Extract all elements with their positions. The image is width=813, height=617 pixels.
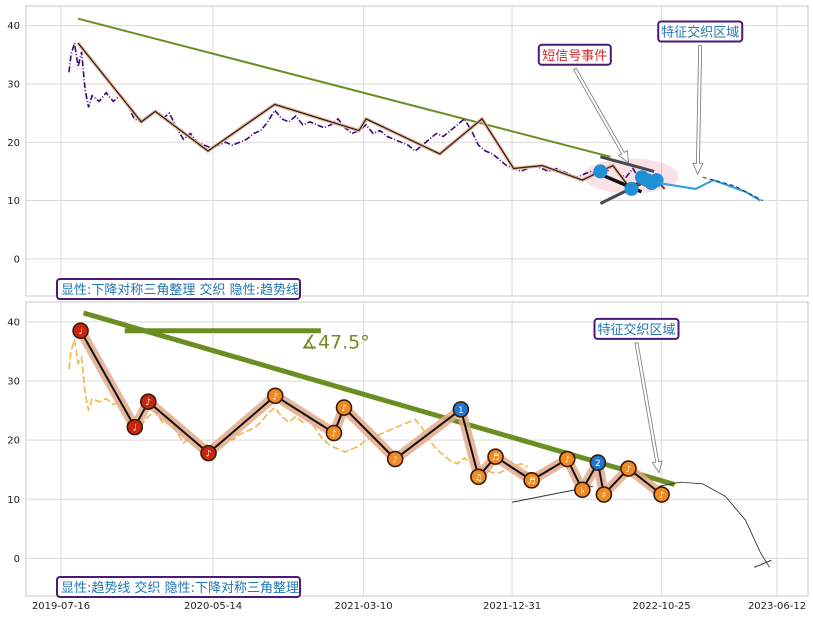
zigzag-node	[452, 401, 470, 418]
zigzag-node-symbol: ♪	[341, 404, 347, 414]
zigzag-node-symbol: ♫	[474, 473, 482, 483]
zigzag-node	[589, 454, 607, 471]
zigzag-node-symbol: 1	[458, 406, 464, 416]
zigzag-node-symbol: ♪	[145, 398, 151, 408]
angle-label: ∡47.5°	[301, 332, 370, 354]
x-tick-label: 2023-06-12	[748, 601, 806, 612]
zigzag-node	[558, 450, 576, 468]
zigzag-node-symbol: ♪	[659, 491, 665, 501]
zigzag-node	[487, 448, 504, 465]
y-tick-label: 0	[14, 554, 20, 565]
zigzag-node	[523, 472, 540, 489]
legend-box	[56, 576, 301, 598]
y-tick-label: 20	[7, 436, 20, 447]
triangle-upper	[600, 155, 655, 173]
zigzag-node	[266, 387, 284, 405]
zigzag-node-symbol: 2	[595, 459, 601, 469]
y-tick-label: 10	[7, 495, 20, 506]
annotation-arrow	[692, 45, 704, 176]
zigzag-node-symbol: ♪	[206, 450, 212, 460]
x-tick-label: 2020-05-14	[184, 601, 242, 612]
y-tick-label: 40	[7, 317, 20, 328]
zigzag-node-symbol: ♩	[133, 424, 137, 434]
zigzag-node-symbol: ♪	[331, 430, 337, 440]
zigzag-node	[200, 444, 217, 462]
forecast-line	[658, 179, 761, 202]
trend-line	[77, 17, 611, 158]
annotation-box	[537, 43, 612, 66]
y-tick-label: 30	[7, 376, 20, 387]
y-tick-label: 0	[14, 254, 20, 265]
annotation-arrow	[634, 342, 663, 474]
zigzag-node-symbol: ♪	[272, 392, 278, 402]
zigzag-node-symbol: ♪	[392, 456, 398, 466]
legend-box	[56, 278, 301, 300]
annotation-label: 特征交织区域	[661, 24, 739, 40]
forecast-arc	[659, 481, 770, 568]
zigzag-node	[620, 460, 637, 477]
x-tick-label: 2021-12-31	[483, 601, 541, 612]
y-tick-label: 30	[7, 79, 20, 90]
zigzag-node-symbol: ♭	[580, 486, 584, 496]
zigzag-node-symbol: ♩	[78, 327, 82, 337]
panel-frame	[25, 5, 809, 297]
zigzag-node	[335, 399, 353, 416]
signal-marker	[649, 173, 664, 188]
x-tick-label: 2019-07-16	[32, 601, 90, 612]
zigzag-node	[325, 424, 343, 442]
zigzag-node-symbol: ♬	[491, 453, 499, 463]
x-tick-label: 2021-03-10	[334, 601, 392, 612]
zigzag-node	[72, 322, 89, 340]
annotation-label: 短信号事件	[542, 49, 607, 64]
zigzag-line	[77, 42, 666, 190]
legend-label: 显性:趋势线 交织 隐性:下降对称三角整理	[61, 580, 299, 596]
x-tick-label: 2022-10-25	[633, 601, 691, 612]
trend-line	[82, 310, 676, 487]
y-tick-label: 40	[7, 21, 20, 32]
zigzag-node	[386, 450, 404, 468]
panel-frame	[25, 301, 809, 597]
y-tick-label: 10	[7, 196, 20, 207]
legend-label: 显性:下降对称三角整理 交织 隐性:趋势线	[61, 282, 299, 298]
zigzag-node-symbol: ♬	[528, 477, 536, 487]
annotation-arrow	[572, 67, 629, 164]
annotation-box	[657, 20, 744, 43]
zigzag-node-symbol: ♯	[602, 491, 606, 501]
zigzag-node	[574, 481, 591, 499]
y-tick-label: 20	[7, 138, 20, 149]
signal-marker	[593, 164, 608, 179]
signal-marker	[624, 181, 639, 196]
zigzag-node	[140, 393, 157, 410]
zigzag-node	[126, 418, 144, 436]
zigzag-node-symbol: ♪	[626, 465, 632, 475]
zigzag-node-symbol: ♪	[564, 456, 570, 466]
zigzag-node	[653, 486, 670, 503]
zigzag-node	[595, 486, 613, 503]
annotation-box	[593, 317, 680, 340]
zigzag-node	[470, 468, 487, 486]
forecast-end-tick	[754, 559, 772, 568]
annotation-label: 特征交织区域	[598, 322, 676, 338]
